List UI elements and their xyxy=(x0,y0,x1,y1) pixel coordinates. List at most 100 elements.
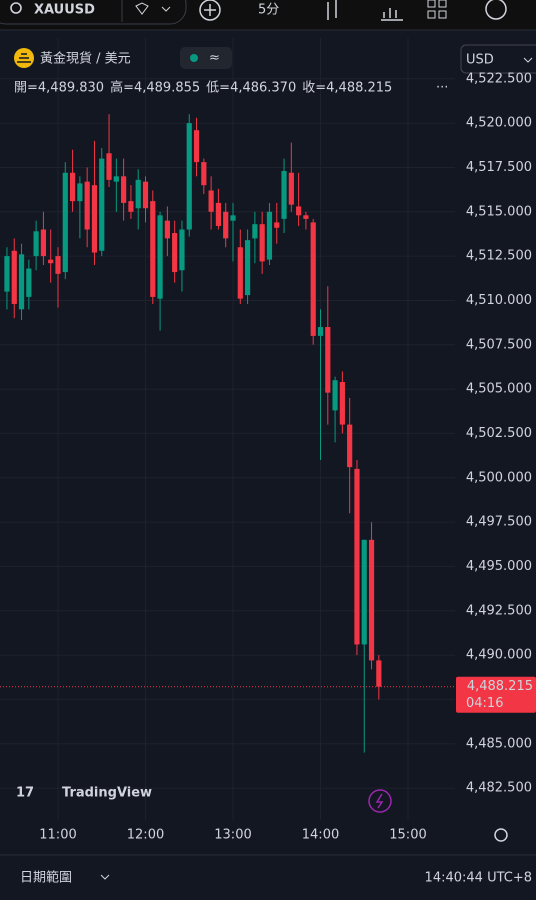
candle-icon[interactable] xyxy=(327,0,337,20)
y-tick-label: 4,505.000 xyxy=(466,382,532,397)
search-icon xyxy=(10,2,22,14)
candle-body xyxy=(172,233,178,273)
add-button[interactable] xyxy=(199,0,221,21)
interval[interactable]: 5分 xyxy=(258,3,279,18)
candle-body xyxy=(157,215,163,299)
candle-body xyxy=(77,183,83,202)
y-tick-label: 4,502.500 xyxy=(466,426,532,441)
layout-icon xyxy=(438,0,447,8)
candle-body xyxy=(376,660,382,687)
x-tick-label: 12:00 xyxy=(127,828,164,843)
legend-label: 開= xyxy=(14,81,38,96)
y-tick-label: 4,495.000 xyxy=(466,559,532,574)
plus xyxy=(204,4,216,16)
y-tick-label: 4,507.500 xyxy=(466,337,532,352)
candle-body xyxy=(223,211,229,239)
legend-label: 收= xyxy=(302,81,326,96)
alert-icon[interactable] xyxy=(485,0,507,20)
currency[interactable]: USD xyxy=(466,53,494,68)
y-tick-label: 4,515.000 xyxy=(466,204,532,219)
candle-body xyxy=(62,172,68,273)
x-tick-label: 14:00 xyxy=(302,828,339,843)
x-tick-label: 13:00 xyxy=(214,828,251,843)
layout-icon xyxy=(438,10,447,19)
indicator-icon[interactable] xyxy=(381,8,403,21)
candle-body xyxy=(179,229,185,271)
chevron xyxy=(100,874,110,880)
candle-body xyxy=(252,224,258,239)
candle-body xyxy=(230,215,236,221)
market-open-dot xyxy=(190,54,198,62)
candle-body xyxy=(332,380,338,411)
candle-body xyxy=(281,170,287,219)
y-tick-label: 4,490.000 xyxy=(466,648,532,663)
candle-body xyxy=(317,327,324,336)
watermark: TradingView xyxy=(62,786,152,801)
lightning xyxy=(375,793,384,809)
lightning-button[interactable] xyxy=(368,789,392,813)
candle-body xyxy=(208,190,214,212)
candle-body xyxy=(310,222,316,336)
candle-body xyxy=(325,327,331,393)
y-tick-label: 4,485.000 xyxy=(466,736,532,751)
candle-body xyxy=(237,247,243,299)
y-tick-label: 4,520.000 xyxy=(466,116,532,131)
symbol[interactable]: XAUUSD xyxy=(34,3,95,18)
x-tick-label: 11:00 xyxy=(39,828,76,843)
delay-icon: ≈ xyxy=(209,51,220,66)
clock: 14:40:44 UTC+8 xyxy=(425,871,532,886)
candle-body xyxy=(142,181,149,209)
candle-body xyxy=(368,539,375,661)
watermark-logo: 17 xyxy=(16,786,34,801)
diamond-icon[interactable] xyxy=(135,2,149,15)
candle-body xyxy=(288,172,294,205)
price-tag xyxy=(456,676,536,713)
candle-body xyxy=(361,539,367,645)
chart-title: 黃金現貨 / 美元 xyxy=(40,51,131,67)
candle-body xyxy=(266,211,273,260)
candle-body xyxy=(33,231,39,257)
y-tick-label: 4,510.000 xyxy=(466,293,532,308)
candle-body xyxy=(354,468,360,645)
candle-body xyxy=(113,176,119,182)
y-tick-label: 4,522.500 xyxy=(466,71,532,86)
legend-label: 低= xyxy=(206,81,230,96)
candle-body xyxy=(186,123,192,230)
candle-body xyxy=(121,176,127,203)
y-tick-label: 4,482.500 xyxy=(466,781,532,796)
candle-body xyxy=(347,424,353,468)
candle-body xyxy=(215,202,222,226)
candle-body xyxy=(244,240,251,296)
candle-body xyxy=(128,201,134,212)
ohlc-legend: 開= 4,489.830 高= 4,489.855 低= 4,486.370 收= 4,488… xyxy=(14,80,392,96)
chevron xyxy=(161,6,171,12)
candle-body xyxy=(303,215,309,219)
date-range[interactable]: 日期範圍 xyxy=(20,871,72,886)
currency-select[interactable] xyxy=(460,44,536,74)
status-badge xyxy=(180,47,232,69)
layout-icon[interactable] xyxy=(427,0,436,8)
grid xyxy=(0,38,455,820)
chevron xyxy=(523,57,533,63)
candle-body xyxy=(55,256,61,274)
more-dots[interactable]: ··· xyxy=(436,81,448,96)
candle-body xyxy=(69,172,76,202)
y-tick-label: 4,512.500 xyxy=(466,249,532,264)
candle-body xyxy=(99,158,105,251)
candle-body xyxy=(296,206,302,216)
y-tick-label: 4,517.500 xyxy=(466,160,532,175)
candle-body xyxy=(135,179,141,209)
toolbar xyxy=(0,0,536,30)
candle-body xyxy=(339,382,345,425)
candle-body xyxy=(106,153,112,180)
legend-value: 4,488.215 xyxy=(326,81,392,96)
candle-body xyxy=(164,220,170,239)
candle-body xyxy=(150,201,156,297)
logo-mark xyxy=(17,53,31,63)
symbol-search[interactable] xyxy=(0,0,187,25)
candle-body xyxy=(48,259,54,264)
candle-body xyxy=(193,130,200,163)
settings-icon[interactable] xyxy=(494,828,508,842)
